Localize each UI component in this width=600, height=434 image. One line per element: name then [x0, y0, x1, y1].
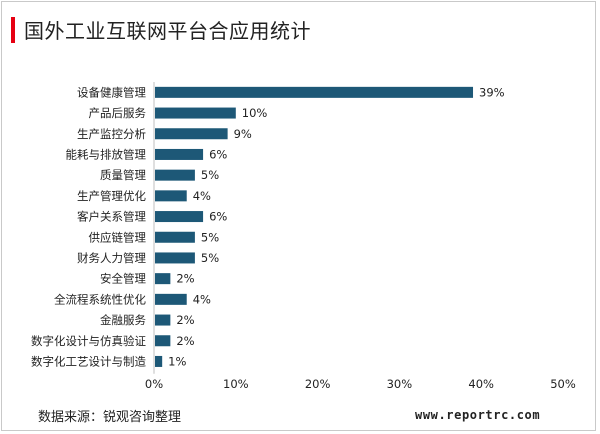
bar	[155, 335, 171, 347]
bar	[155, 252, 195, 264]
value-label: 5%	[201, 230, 219, 244]
value-label: 5%	[201, 168, 219, 182]
category-label: 产品后服务	[89, 106, 147, 120]
value-label: 2%	[176, 313, 194, 327]
x-tick-label: 40%	[468, 377, 494, 391]
bar	[155, 169, 195, 181]
category-label: 数字化设计与仿真验证	[31, 334, 146, 348]
bar	[155, 190, 187, 202]
category-label: 设备健康管理	[77, 85, 146, 99]
category-label: 供应链管理	[89, 230, 147, 244]
x-tick-label: 10%	[223, 377, 249, 391]
category-label: 质量管理	[100, 168, 146, 182]
value-label: 2%	[176, 334, 194, 348]
category-label: 能耗与排放管理	[66, 147, 147, 161]
bar	[155, 107, 236, 119]
bar	[155, 293, 187, 305]
category-label: 客户关系管理	[77, 210, 146, 224]
value-label: 6%	[209, 147, 227, 161]
website-url: www.reportrc.com	[415, 408, 541, 422]
bar	[155, 314, 171, 326]
bar	[155, 355, 163, 367]
x-tick-label: 20%	[305, 377, 331, 391]
category-label: 金融服务	[100, 313, 146, 327]
category-label: 生产监控分析	[77, 127, 146, 141]
value-label: 39%	[479, 85, 505, 99]
page-title: 国外工业互联网平台合应用统计	[24, 19, 311, 43]
category-label: 财务人力管理	[77, 251, 146, 265]
category-label: 全流程系统性优化	[54, 292, 146, 306]
bar	[155, 128, 228, 140]
data-source: 数据来源：锐观咨询整理	[38, 410, 182, 425]
value-label: 4%	[193, 292, 211, 306]
x-tick-label: 30%	[387, 377, 413, 391]
bar	[155, 273, 171, 285]
title-accent-bar	[11, 17, 15, 43]
value-label: 6%	[209, 210, 227, 224]
bar	[155, 148, 204, 160]
category-label: 生产管理优化	[77, 189, 146, 203]
value-label: 5%	[201, 251, 219, 265]
x-tick-label: 50%	[550, 377, 576, 391]
bar	[155, 86, 474, 98]
category-label: 安全管理	[100, 272, 146, 286]
x-tick-label: 0%	[145, 377, 163, 391]
value-label: 9%	[234, 127, 252, 141]
value-label: 1%	[168, 354, 186, 368]
value-label: 2%	[176, 272, 194, 286]
category-label: 数字化工艺设计与制造	[31, 354, 146, 368]
value-label: 4%	[193, 189, 211, 203]
value-label: 10%	[242, 106, 268, 120]
bar	[155, 231, 195, 243]
bar	[155, 211, 204, 223]
